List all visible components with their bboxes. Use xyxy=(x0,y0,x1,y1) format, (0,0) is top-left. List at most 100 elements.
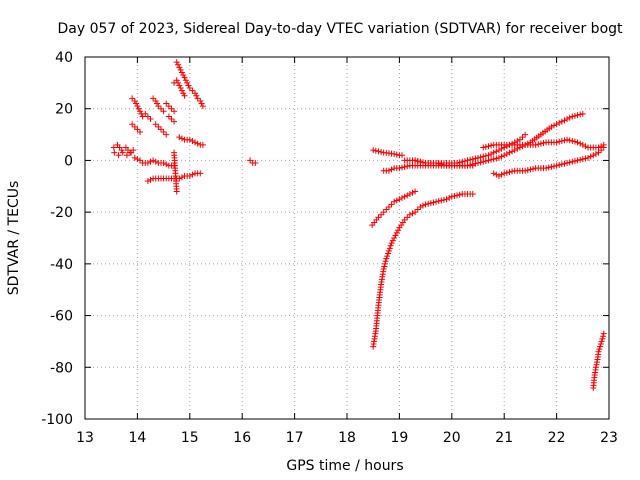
x-tick-label: 22 xyxy=(548,430,566,446)
data-point xyxy=(477,154,484,161)
data-point xyxy=(197,97,204,104)
data-point xyxy=(399,164,406,171)
data-point xyxy=(464,162,471,169)
data-point xyxy=(522,167,529,174)
data-point xyxy=(448,193,455,200)
x-tick-label: 16 xyxy=(233,430,251,446)
y-tick-label: 20 xyxy=(55,102,73,118)
series-arc-s xyxy=(370,191,476,350)
data-point xyxy=(181,92,188,99)
data-point xyxy=(443,196,450,203)
data-point xyxy=(451,192,458,199)
data-point xyxy=(152,158,159,165)
series-arc-y xyxy=(490,144,607,179)
data-point xyxy=(485,157,492,164)
grid-lines xyxy=(85,57,609,419)
data-point xyxy=(498,153,505,160)
data-point xyxy=(184,79,191,86)
data-point xyxy=(506,149,513,156)
data-point xyxy=(375,214,382,221)
data-point xyxy=(435,160,442,167)
data-point xyxy=(176,64,183,71)
x-tick-label: 20 xyxy=(443,430,461,446)
series-arc-k xyxy=(139,157,178,169)
data-point xyxy=(165,113,172,120)
data-point xyxy=(556,138,563,145)
data-point xyxy=(178,69,185,76)
data-point xyxy=(440,196,447,203)
data-point xyxy=(147,116,154,123)
data-point xyxy=(401,216,408,223)
data-point xyxy=(501,170,508,177)
data-point xyxy=(574,157,581,164)
data-point xyxy=(189,171,196,178)
series-arc-f xyxy=(150,95,167,115)
data-point xyxy=(388,166,395,173)
data-point xyxy=(189,138,196,145)
data-point xyxy=(490,149,497,156)
series-arc-j xyxy=(131,154,144,164)
data-point xyxy=(414,206,421,213)
data-point xyxy=(150,95,157,102)
data-point xyxy=(131,97,138,104)
data-point xyxy=(199,141,206,148)
data-point xyxy=(385,250,392,257)
data-point xyxy=(252,160,259,167)
data-point xyxy=(532,141,539,148)
data-point xyxy=(595,144,602,151)
data-point xyxy=(480,158,487,165)
data-point xyxy=(381,260,388,267)
data-point xyxy=(163,161,170,168)
data-point xyxy=(488,156,495,163)
series-arc-h xyxy=(163,100,178,115)
data-point xyxy=(160,108,167,115)
data-point xyxy=(417,158,424,165)
data-point xyxy=(501,152,508,159)
data-point xyxy=(592,364,599,371)
data-point xyxy=(131,123,138,130)
data-point xyxy=(493,148,500,155)
data-point xyxy=(389,237,396,244)
series-arc-d xyxy=(129,121,144,135)
data-point xyxy=(519,134,526,141)
data-point xyxy=(553,121,560,128)
data-point xyxy=(165,103,172,110)
data-point xyxy=(396,165,403,172)
data-point xyxy=(147,176,154,183)
data-point xyxy=(498,171,505,178)
data-point xyxy=(553,162,560,169)
data-point xyxy=(134,103,141,110)
data-point xyxy=(144,160,151,167)
data-point xyxy=(493,171,500,178)
data-point xyxy=(134,156,141,163)
data-point xyxy=(516,136,523,143)
data-point xyxy=(414,158,421,165)
data-point xyxy=(464,157,471,164)
data-point xyxy=(595,149,602,156)
data-point xyxy=(475,160,481,167)
data-point xyxy=(579,110,586,117)
data-point xyxy=(503,169,510,176)
y-tick-label: -20 xyxy=(50,205,73,221)
data-point xyxy=(395,227,402,234)
data-point xyxy=(157,105,164,112)
data-point xyxy=(375,148,382,155)
data-point xyxy=(406,191,413,198)
data-point xyxy=(435,198,442,205)
data-point xyxy=(522,131,529,138)
data-point xyxy=(168,105,175,112)
data-point xyxy=(123,152,130,159)
data-point xyxy=(564,116,571,123)
data-point xyxy=(401,193,408,200)
data-point xyxy=(482,152,489,159)
data-point xyxy=(488,142,495,149)
data-point xyxy=(409,210,416,217)
data-point xyxy=(198,100,205,107)
data-point xyxy=(186,172,193,179)
data-point xyxy=(150,157,157,164)
series-arc-r xyxy=(369,188,419,229)
series-arc-c xyxy=(129,95,146,120)
data-point xyxy=(467,161,474,168)
data-point xyxy=(115,152,122,159)
